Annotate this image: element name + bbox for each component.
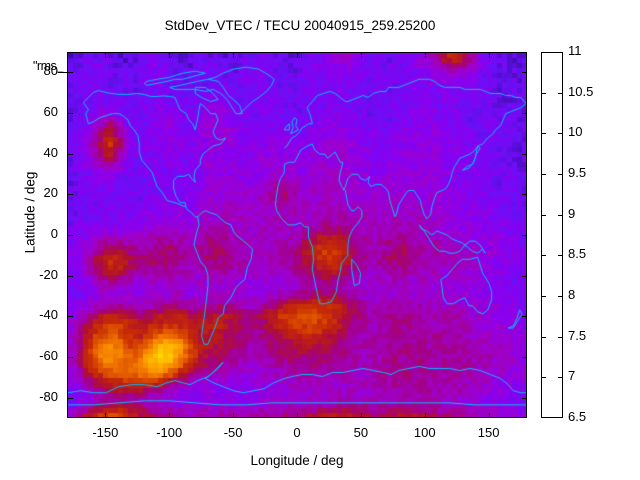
colorbar-tick-label: 7.5 (568, 327, 587, 343)
y-tick-mark (68, 357, 73, 358)
colorbar-tick-label: 8.5 (568, 246, 587, 262)
colorbar[interactable] (541, 52, 563, 418)
colorbar-tick-label: 8 (568, 287, 576, 302)
colorbar-tick-label: 10 (568, 124, 583, 140)
x-tick-label: -150 (92, 425, 119, 440)
colorbar-tick-label: 9.5 (568, 165, 587, 180)
y-tick-mark (68, 113, 73, 114)
y-tick-mark-right (522, 113, 527, 114)
y-tick-mark (68, 194, 73, 196)
colorbar-tick-label: 9 (568, 205, 576, 221)
x-tick-label: -50 (223, 425, 243, 440)
colorbar-tick-mark (541, 255, 546, 257)
colorbar-tick-label: 10.5 (568, 83, 594, 99)
y-axis-title: Latitude / deg (22, 171, 38, 254)
y-tick-label: 0 (50, 226, 58, 241)
x-tick-label: 50 (353, 425, 369, 440)
colorbar-tick-label: 7 (568, 368, 576, 384)
y-tick-mark-right (522, 397, 527, 399)
colorbar-tick-mark-right (558, 92, 563, 94)
x-tick-mark (297, 413, 298, 418)
y-tick-label: -80 (39, 388, 58, 404)
colorbar-tick-mark (541, 92, 546, 94)
x-tick-mark-top (360, 53, 362, 58)
x-axis-title: Longitude / deg (250, 453, 344, 468)
y-tick-mark (68, 275, 73, 277)
y-tick-label: 60 (43, 104, 58, 119)
x-tick-mark (169, 413, 171, 418)
colorbar-tick-mark-right (558, 296, 563, 297)
y-tick-mark-right (522, 194, 527, 196)
chart-title: StdDev_VTEC / TECU 20040915_259.25200 (164, 18, 436, 33)
x-tick-mark-top (297, 53, 298, 58)
y-tick-label: -40 (39, 307, 58, 323)
y-tick-mark (68, 72, 73, 74)
y-tick-mark-right (522, 275, 527, 277)
y-tick-mark-right (522, 357, 527, 358)
colorbar-tick-mark (541, 296, 546, 297)
x-tick-mark (233, 413, 235, 418)
colorbar-tick-mark (541, 377, 546, 379)
coastline-overlay-canvas (68, 53, 526, 417)
y-tick-mark (68, 397, 73, 399)
colorbar-tick-mark (541, 174, 546, 175)
colorbar-tick-mark (541, 214, 546, 216)
y-tick-mark-right (522, 153, 527, 155)
colorbar-tick-mark-right (558, 377, 563, 379)
colorbar-tick-mark-right (558, 214, 563, 216)
x-tick-mark-top (105, 53, 107, 58)
clipped-key-line (58, 72, 67, 73)
x-tick-mark-top (233, 53, 235, 58)
colorbar-gradient (542, 53, 562, 417)
x-tick-label: -100 (156, 425, 183, 440)
x-tick-label: 150 (477, 425, 500, 440)
x-tick-label: 100 (413, 425, 436, 440)
y-tick-mark (68, 316, 73, 318)
x-tick-mark (424, 413, 426, 418)
colorbar-tick-label: 6.5 (568, 409, 587, 424)
y-tick-label: -20 (39, 266, 58, 282)
colorbar-tick-mark-right (558, 133, 563, 135)
y-tick-label: 20 (43, 185, 58, 201)
x-tick-mark-top (169, 53, 171, 58)
colorbar-tick-label: 11 (568, 43, 582, 58)
y-tick-label: 40 (43, 144, 58, 160)
y-tick-label: -60 (39, 348, 58, 363)
colorbar-tick-mark (541, 133, 546, 135)
clipped-key-label: "rms_ (33, 59, 63, 73)
y-tick-mark-right (522, 72, 527, 74)
colorbar-tick-mark-right (558, 174, 563, 175)
y-tick-mark-right (522, 316, 527, 318)
colorbar-tick-mark-right (558, 336, 563, 338)
x-tick-label: 0 (293, 425, 301, 440)
x-tick-mark (360, 413, 362, 418)
colorbar-tick-mark (541, 336, 546, 338)
x-tick-mark (488, 413, 490, 418)
colorbar-tick-mark-right (558, 255, 563, 257)
x-tick-mark-top (424, 53, 426, 58)
y-tick-mark (68, 235, 73, 236)
x-tick-mark-top (488, 53, 490, 58)
x-tick-mark (105, 413, 107, 418)
y-tick-mark-right (522, 235, 527, 236)
y-tick-label: 80 (43, 63, 58, 79)
map-plot-area[interactable] (67, 52, 527, 418)
y-tick-mark (68, 153, 73, 155)
